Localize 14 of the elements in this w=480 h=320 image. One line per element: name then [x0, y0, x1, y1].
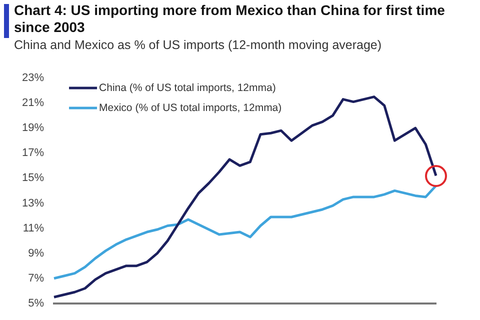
y-tick-label: 13% [22, 197, 44, 210]
legend-label: China (% of US total imports, 12mma) [99, 82, 276, 94]
y-tick-label: 7% [28, 272, 44, 284]
chart-title: Chart 4: US importing more from Mexico than China for first time since 2003 [14, 2, 446, 36]
y-tick-label: 23% [22, 72, 44, 84]
y-tick-label: 15% [22, 172, 44, 184]
chart-subtitle: China and Mexico as % of US imports (12-month moving average) [14, 38, 382, 52]
y-tick-label: 19% [22, 122, 44, 134]
y-tick-label: 21% [22, 97, 44, 110]
y-tick-label: 5% [28, 297, 44, 310]
legend-label: Mexico (% of US total imports, 12mma) [99, 102, 282, 114]
y-tick-label: 17% [22, 147, 44, 160]
y-tick-label: 11% [22, 222, 44, 234]
y-tick-label: 9% [28, 247, 44, 260]
